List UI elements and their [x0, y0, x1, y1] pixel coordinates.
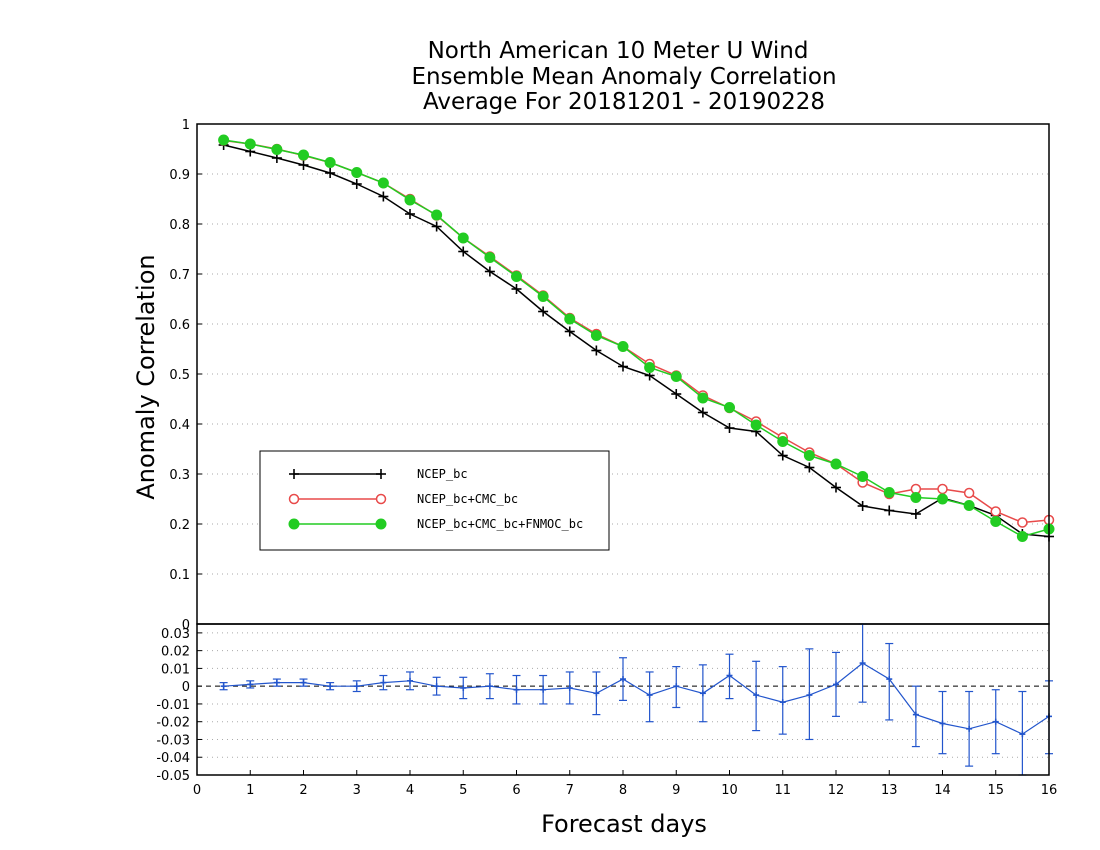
chart-title: North American 10 Meter U Wind Ensemble …: [411, 38, 836, 115]
x-tick-label-16: 16: [1041, 783, 1058, 798]
top-series-2-point-30: [1016, 531, 1028, 542]
bottom-y-tick-label-3: -0.02: [156, 716, 190, 731]
x-tick-label-13: 13: [881, 783, 898, 798]
x-tick-label-5: 5: [459, 783, 467, 798]
x-tick-label-14: 14: [934, 783, 951, 798]
top-series-2-point-25: [883, 487, 895, 498]
top-series-2-point-6: [377, 177, 389, 189]
top-series-2-point-13: [564, 313, 576, 325]
x-tick-label-0: 0: [193, 783, 201, 798]
x-axis-label: Forecast days: [541, 810, 707, 838]
top-series-1-point-29: [990, 506, 1001, 517]
top-series-2-point-7: [404, 194, 416, 206]
bottom-y-tick-label-8: 0.03: [161, 627, 190, 642]
x-tick-label-10: 10: [721, 783, 738, 798]
top-y-tick-label-1: 0.1: [169, 568, 190, 583]
top-series-2-point-19: [724, 402, 735, 413]
legend-marker-start-1: [288, 493, 300, 505]
top-series-2-point-29: [990, 516, 1002, 527]
legend-marker-start-2: [288, 518, 300, 530]
x-tick-label-15: 15: [987, 783, 1004, 798]
title-line-2: Ensemble Mean Anomaly Correlation: [411, 64, 836, 90]
top-series-2-point-12: [537, 291, 549, 302]
top-series-2-point-26: [910, 492, 922, 503]
bottom-panel: -0.05 -0.04 -0.03 -0.02 -0.01 0 0.01 0.02 0.03 0 1…: [156, 623, 1058, 798]
top-y-tick-label-4: 0.4: [169, 418, 190, 433]
x-tick-label-3: 3: [353, 783, 361, 798]
top-series-2-point-18: [697, 392, 709, 404]
x-tick-label-9: 9: [672, 783, 680, 798]
top-series-2-point-10: [484, 252, 496, 263]
top-series-2-point-8: [431, 209, 443, 221]
title-line-3: Average For 20181201 - 20190228: [423, 89, 825, 115]
top-series-2-point-24: [857, 471, 869, 482]
bottom-y-tick-label-4: -0.01: [156, 698, 190, 713]
bottom-y-tick-label-2: -0.03: [156, 733, 190, 748]
x-tick-label-12: 12: [828, 783, 845, 798]
top-series-2-point-22: [803, 450, 815, 461]
x-tick-label-11: 11: [774, 783, 791, 798]
legend-box: [259, 450, 610, 551]
x-tick-label-6: 6: [512, 783, 520, 798]
top-series-2-point-23: [830, 458, 842, 470]
top-series-2-point-27: [937, 493, 948, 505]
top-series-2-point-17: [670, 371, 682, 382]
top-series-2-point-28: [963, 500, 975, 511]
x-tick-label-2: 2: [299, 783, 307, 798]
legend-marker-end-2: [375, 518, 387, 530]
top-series-1-point-28: [963, 487, 975, 499]
top-series-2-point-1: [244, 138, 256, 150]
top-series-2-point-21: [777, 436, 789, 447]
top-series-2-point-5: [351, 167, 363, 178]
top-y-tick-label-2: 0.2: [169, 518, 190, 533]
x-tick-label-7: 7: [566, 783, 574, 798]
top-series-2-point-11: [511, 271, 522, 282]
top-y-tick-label-9: 0.9: [169, 168, 190, 183]
top-series-2-point-14: [590, 330, 602, 341]
top-y-tick-label-0: 0: [182, 618, 190, 633]
top-series-2-point-4: [324, 157, 336, 168]
top-series-2-point-9: [457, 232, 469, 244]
bottom-y-tick-label-0: -0.05: [156, 769, 190, 784]
bottom-y-tick-label-1: -0.04: [156, 751, 190, 766]
legend-entries: NCEP_bc NCEP_bc+CMC_bc NCEP_bc+CMC_bc+FNMO…: [288, 467, 583, 531]
top-series-2-point-16: [644, 362, 656, 373]
top-series-2-point-2: [271, 144, 283, 155]
top-y-tick-label-7: 0.7: [169, 268, 190, 283]
top-series-2: [218, 134, 1055, 542]
top-series-2-point-3: [298, 149, 309, 161]
legend-label-1: NCEP_bc+CMC_bc: [417, 492, 518, 506]
top-series-1-point-30: [1017, 517, 1028, 528]
x-tick-label-1: 1: [246, 783, 254, 798]
top-y-tick-label-10: 1: [182, 118, 190, 133]
top-y-tick-label-8: 0.8: [169, 218, 190, 233]
bottom-y-tick-label-5: 0: [182, 680, 190, 695]
top-series-2-point-0: [218, 134, 230, 146]
legend: NCEP_bc NCEP_bc+CMC_bc NCEP_bc+CMC_bc+FNMO…: [259, 450, 610, 551]
top-y-tick-label-6: 0.6: [169, 318, 190, 333]
bottom-y-tick-label-7: 0.02: [161, 645, 190, 660]
title-line-1: North American 10 Meter U Wind: [428, 38, 809, 64]
legend-label-2: NCEP_bc+CMC_bc+FNMOC_bc: [417, 517, 583, 531]
x-tick-label-4: 4: [406, 783, 414, 798]
top-y-tick-label-3: 0.3: [169, 468, 190, 483]
x-tick-label-8: 8: [619, 783, 627, 798]
top-y-tick-label-5: 0.5: [169, 368, 190, 383]
bottom-series-0: [219, 623, 1053, 776]
top-series-1-point-27: [937, 483, 948, 495]
legend-label-0: NCEP_bc: [417, 467, 468, 481]
top-series-2-point-15: [617, 341, 629, 352]
legend-marker-end-1: [375, 493, 387, 505]
bottom-y-tick-label-6: 0.01: [161, 662, 190, 677]
y-axis-label: Anomaly Correlation: [132, 254, 160, 499]
top-series-2-point-20: [750, 419, 762, 431]
difference-line: [223, 662, 1050, 735]
top-panel: 0 0.1 0.2 0.3 0.4 0.5 0.6 0.7 0.8 0.9 1: [169, 118, 1055, 633]
